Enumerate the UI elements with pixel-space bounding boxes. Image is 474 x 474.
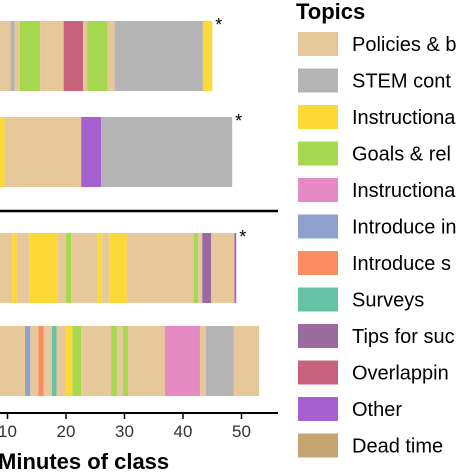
bar-3-segment-5 bbox=[57, 233, 66, 303]
bar-1-segment-6 bbox=[14, 21, 20, 91]
bar-3-segment-2 bbox=[12, 233, 17, 303]
x-tick-label-10: 10 bbox=[0, 422, 17, 441]
legend-swatch-1 bbox=[298, 32, 338, 56]
legend-label-6: Introduce in bbox=[352, 217, 457, 239]
bar-3-segment-6 bbox=[66, 233, 72, 303]
legend-label-11: Other bbox=[352, 399, 402, 421]
bar-1-segment-14 bbox=[202, 21, 213, 91]
bar-3-segment-8 bbox=[97, 233, 103, 303]
bar-1-segment-8 bbox=[40, 21, 64, 91]
bar-1-segment-4 bbox=[0, 21, 11, 91]
bar-4-segment-15 bbox=[122, 326, 129, 396]
legend-swatch-10 bbox=[298, 360, 338, 385]
bars-layer: * * * bbox=[0, 15, 260, 396]
bar-4-segment-18 bbox=[199, 326, 206, 396]
bar-1-segment-9 bbox=[63, 21, 83, 91]
bar-4-segment-14 bbox=[116, 326, 123, 396]
bar-1-segment-11 bbox=[87, 21, 108, 91]
legend-label-9: Tips for suc bbox=[352, 326, 455, 348]
bar-4-segment-7 bbox=[43, 326, 52, 396]
bar-4-segment-12 bbox=[81, 326, 112, 396]
legend-title: Topics bbox=[296, 0, 365, 24]
legend-label-2: STEM cont bbox=[352, 71, 451, 93]
legend-label-1: Policies & b bbox=[352, 34, 457, 56]
bar-1-star: * bbox=[215, 15, 222, 35]
bar-2-segment-2 bbox=[0, 117, 5, 187]
bar-4-segment-11 bbox=[72, 326, 82, 396]
x-axis-ticks: 10 20 30 40 50 bbox=[0, 413, 251, 441]
legend-swatch-4 bbox=[298, 141, 338, 166]
bar-1-segment-10 bbox=[82, 21, 88, 91]
bar-3-segment-9 bbox=[102, 233, 110, 303]
bar-1-segment-7 bbox=[19, 21, 41, 91]
legend-swatch-2 bbox=[298, 68, 338, 93]
bar-3-segment-11 bbox=[126, 233, 194, 303]
bar-4-segment-6 bbox=[38, 326, 44, 396]
bar-4-segment-17 bbox=[164, 326, 200, 396]
bar-3-segment-7 bbox=[71, 233, 98, 303]
bar-4-segment-9 bbox=[56, 326, 66, 396]
legend-swatch-8 bbox=[298, 287, 338, 312]
x-axis-title: Minutes of class bbox=[0, 449, 169, 474]
x-tick-label-20: 20 bbox=[57, 422, 76, 441]
legend-swatch-3 bbox=[298, 105, 338, 129]
legend-swatch-5 bbox=[298, 178, 338, 202]
bar-3-segment-10 bbox=[109, 233, 127, 303]
legend-swatch-12 bbox=[298, 433, 338, 458]
legend-label-5: Instructiona bbox=[352, 180, 456, 202]
bar-4-segment-5 bbox=[30, 326, 39, 396]
bar-3-segment-4 bbox=[29, 233, 58, 303]
bar-3-segment-1 bbox=[0, 233, 13, 303]
bar-1-segment-12 bbox=[107, 21, 115, 91]
bar-1-segment-5 bbox=[10, 21, 15, 91]
bar-3-star: * bbox=[239, 227, 246, 247]
legend-label-4: Goals & rel bbox=[352, 144, 451, 166]
bar-4-segment-20 bbox=[233, 326, 260, 396]
bar-4-segment-16 bbox=[128, 326, 165, 396]
bar-2-segment-3 bbox=[4, 117, 82, 187]
legend-swatch-7 bbox=[298, 251, 338, 275]
bar-3-segment-14 bbox=[202, 233, 212, 303]
bar-4-segment-13 bbox=[111, 326, 117, 396]
legend-label-8: Surveys bbox=[352, 290, 424, 312]
x-tick-label-40: 40 bbox=[174, 422, 193, 441]
bar-3-segment-15 bbox=[211, 233, 235, 303]
legend-label-3: Instructiona bbox=[352, 107, 456, 129]
legend: Policies & b STEM cont Instructiona Goals &… bbox=[298, 32, 457, 458]
bar-3-segment-16 bbox=[234, 233, 237, 303]
bar-3-segment-13 bbox=[198, 233, 203, 303]
bar-4-segment-10 bbox=[65, 326, 73, 396]
bar-2-star: * bbox=[235, 111, 242, 131]
bar-2-segment-5 bbox=[101, 117, 233, 187]
legend-swatch-6 bbox=[298, 214, 338, 239]
legend-label-12: Dead time bbox=[352, 436, 443, 458]
bar-3-segment-3 bbox=[16, 233, 30, 303]
bar-3-segment-12 bbox=[193, 233, 199, 303]
legend-label-10: Overlappin bbox=[352, 363, 449, 385]
legend-swatch-11 bbox=[298, 397, 338, 421]
x-tick-label-30: 30 bbox=[115, 422, 134, 441]
bar-4-segment-3 bbox=[0, 326, 26, 396]
bar-4-segment-8 bbox=[51, 326, 57, 396]
bar-2-segment-4 bbox=[81, 117, 102, 187]
bar-4-segment-4 bbox=[25, 326, 31, 396]
bar-4-segment-19 bbox=[205, 326, 234, 396]
bar-1-segment-13 bbox=[114, 21, 203, 91]
legend-swatch-9 bbox=[298, 324, 338, 348]
legend-label-7: Introduce s bbox=[352, 253, 451, 275]
x-tick-label-50: 50 bbox=[232, 422, 251, 441]
